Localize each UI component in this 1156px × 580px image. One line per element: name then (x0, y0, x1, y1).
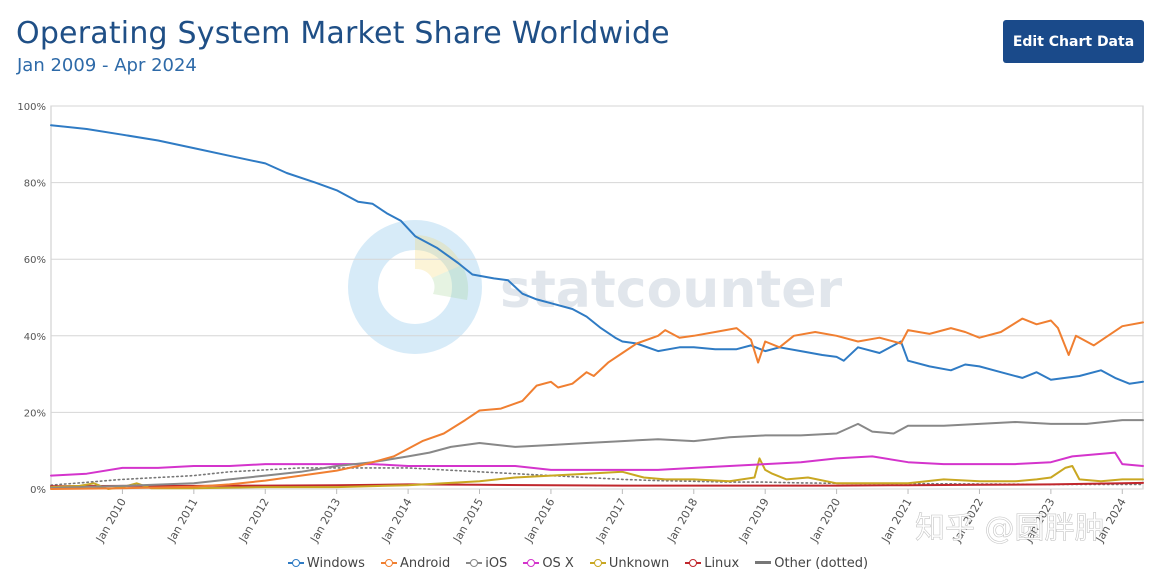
series-line-windows (50, 124, 1144, 385)
series-line-linux (50, 481, 1144, 488)
chart-legend: Windows Android iOS OS X Unknown Linux Other (… (0, 554, 1156, 572)
chart-series (50, 124, 1144, 490)
y-tick-label: 0% (30, 485, 46, 496)
x-tick-label: Jan 2010 (93, 496, 129, 545)
edit-chart-data-button[interactable]: Edit Chart Data (1003, 20, 1144, 63)
series-line-android (50, 317, 1144, 490)
y-tick-label: 60% (24, 255, 46, 266)
legend-item[interactable]: Windows (287, 555, 365, 571)
series-line-unknown (50, 457, 1144, 490)
x-tick-label: Jan 2020 (807, 496, 843, 545)
y-tick-label: 20% (24, 408, 46, 419)
chart-grid (50, 105, 1144, 490)
page-title: Operating System Market Share Worldwide (16, 16, 670, 51)
y-axis: 0% 20% 40% 60% 80% 100% (17, 102, 46, 496)
legend-marker-icon (287, 558, 304, 568)
x-tick-label: Jan 2014 (379, 496, 415, 545)
x-tick-label: Jan 2015 (450, 496, 486, 545)
legend-marker-icon (523, 558, 540, 568)
x-tick-label: Jan 2018 (664, 496, 700, 545)
legend-label: iOS (485, 555, 508, 571)
legend-marker-icon (589, 558, 606, 568)
legend-marker-icon (755, 558, 772, 568)
y-tick-label: 80% (24, 179, 46, 190)
legend-label: Android (399, 555, 451, 571)
x-tick-label: Jan 2021 (879, 496, 915, 545)
legend-label: Unknown (608, 555, 670, 571)
legend-marker-icon (685, 558, 702, 568)
x-tick-label: Jan 2013 (307, 496, 343, 545)
series-line-os-x (50, 451, 1144, 477)
legend-label: OS X (542, 555, 574, 571)
legend-label: Other (dotted) (774, 555, 869, 571)
x-tick-label: Jan 2011 (164, 496, 200, 545)
x-tick-label: Jan 2019 (736, 496, 772, 545)
y-tick-label: 40% (24, 332, 46, 343)
legend-item[interactable]: iOS (466, 556, 507, 571)
legend-item[interactable]: Android (380, 555, 451, 571)
chart-area: statcounter 0% 20% 40% 60% 80% 100% Jan 2010 J… (17, 102, 1144, 545)
x-tick-label: Jan 2017 (593, 496, 629, 545)
legend-item[interactable]: Other (dotted) (755, 556, 868, 571)
legend-label: Windows (306, 555, 365, 571)
legend-item[interactable]: OS X (523, 556, 574, 571)
legend-marker-icon (380, 558, 397, 568)
statcounter-watermark: statcounter (348, 220, 842, 354)
legend-label: Linux (704, 555, 740, 571)
x-tick-label: Jan 2012 (236, 496, 272, 545)
legend-marker-icon (466, 558, 483, 568)
legend-item[interactable]: Linux (685, 556, 739, 571)
statcounter-wordmark: statcounter (500, 260, 842, 320)
legend-item[interactable]: Unknown (589, 555, 670, 571)
series-line-ios (50, 419, 1144, 489)
zhihu-watermark: 知乎 @圆胖肿 (915, 511, 1105, 545)
page-subtitle: Jan 2009 - Apr 2024 (17, 55, 197, 76)
x-tick-label: Jan 2016 (522, 496, 558, 545)
y-tick-label: 100% (17, 102, 46, 113)
